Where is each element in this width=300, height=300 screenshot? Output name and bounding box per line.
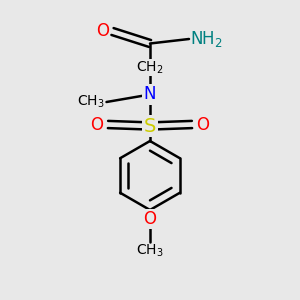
Text: CH$_2$: CH$_2$ [136, 59, 164, 76]
Text: O: O [196, 116, 209, 134]
Text: O: O [91, 116, 103, 134]
Text: CH$_3$: CH$_3$ [136, 243, 164, 260]
Text: O: O [97, 22, 110, 40]
Text: O: O [143, 210, 157, 228]
Text: CH$_3$: CH$_3$ [77, 94, 105, 110]
Text: NH$_2$: NH$_2$ [190, 29, 223, 49]
Text: S: S [144, 116, 156, 136]
Text: N: N [144, 85, 156, 103]
